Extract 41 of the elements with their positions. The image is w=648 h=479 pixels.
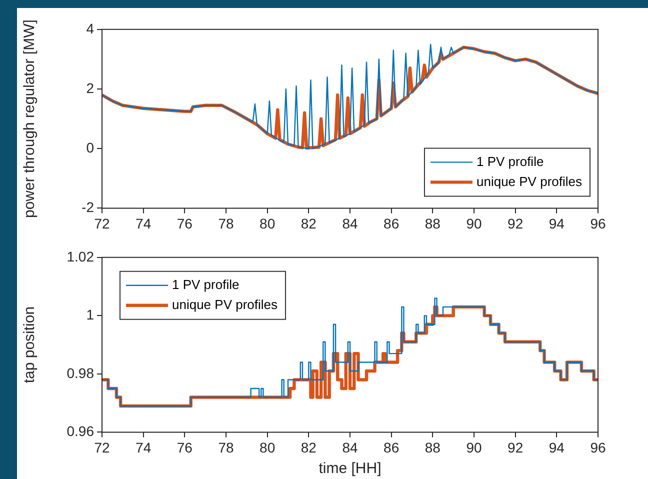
x-tick-label: 96: [590, 215, 606, 232]
x-tick-label: 80: [260, 215, 276, 232]
y-tick-label: 0.96: [66, 423, 94, 440]
x-tick-label: 76: [176, 215, 193, 232]
x-tick-label: 86: [384, 215, 400, 232]
x-tick-label: 82: [300, 215, 317, 232]
x-tick-label: 78: [218, 215, 234, 232]
x-tick-label: 74: [136, 215, 152, 232]
y-tick-label: 0: [86, 139, 94, 156]
x-tick-label: 84: [342, 215, 358, 232]
x-tick-label: 90: [466, 215, 482, 232]
y-tick-label: -2: [82, 199, 94, 216]
y-tick-label: 2: [86, 80, 94, 96]
x-tick-label: 92: [508, 215, 524, 232]
x-tick-label: 92: [508, 439, 524, 456]
x-tick-label: 94: [548, 215, 565, 232]
legend-label: 1 PV profile: [172, 276, 240, 292]
x-tick-label: 74: [136, 439, 152, 456]
x-tick-label: 88: [424, 215, 441, 232]
x-tick-label: 80: [260, 439, 276, 456]
x-tick-label: 96: [590, 439, 606, 456]
y-tick-label: 1.02: [66, 248, 94, 264]
y-tick-label: 1: [86, 306, 94, 323]
y-tick-label: 0.98: [66, 364, 94, 381]
x-tick-label: 88: [424, 439, 441, 456]
legend-label: 1 PV profile: [476, 154, 544, 169]
legend-label: unique PV profiles: [476, 174, 582, 189]
x-tick-label: 72: [94, 439, 110, 456]
y-tick-label: 4: [86, 20, 94, 36]
legend-label: unique PV profiles: [172, 296, 278, 312]
x-axis-title: time [HH]: [318, 460, 382, 478]
x-tick-label: 94: [548, 439, 565, 456]
x-tick-label: 76: [176, 439, 193, 456]
x-tick-label: 82: [300, 439, 317, 456]
y-axis-title: tap position: [21, 306, 38, 384]
x-tick-label: 84: [342, 439, 358, 456]
x-tick-label: 78: [218, 439, 234, 456]
y-axis-title: power through regulator [MW]: [21, 20, 38, 218]
x-tick-label: 86: [384, 439, 400, 456]
x-tick-label: 72: [94, 215, 110, 232]
x-tick-label: 90: [466, 439, 482, 456]
